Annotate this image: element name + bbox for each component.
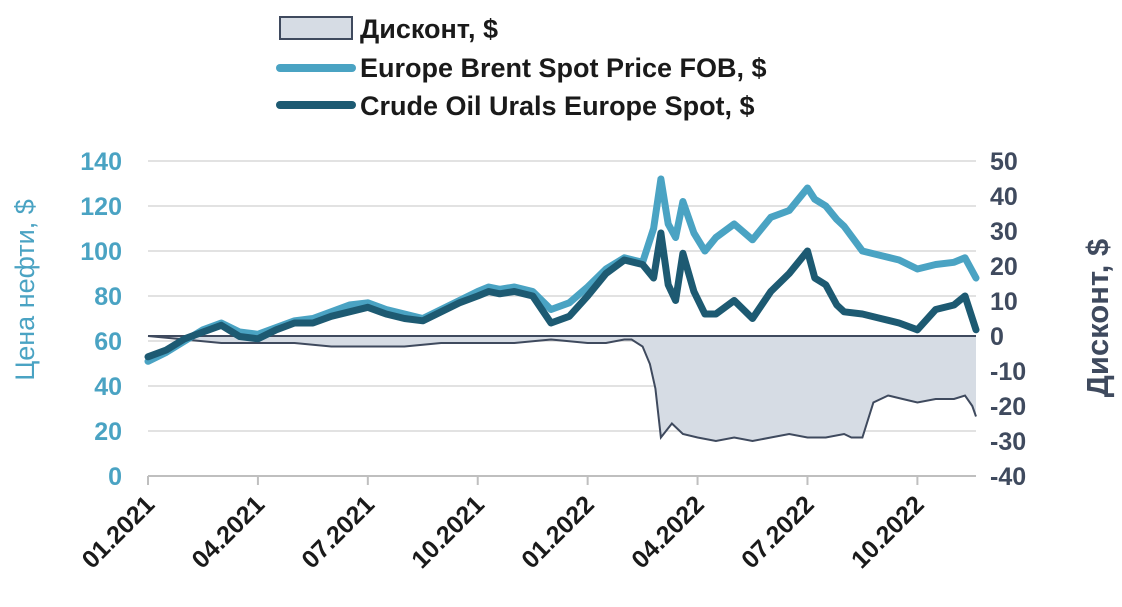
discount-line [147, 335, 977, 443]
y-left-tick-label: 60 [94, 328, 122, 356]
legend-item-discount: Дисконт, $ [279, 14, 498, 44]
x-tick-label: 07.2022 [736, 490, 820, 574]
x-tick-label: 10.2021 [406, 490, 490, 574]
y-left-tick-label: 100 [80, 238, 122, 266]
legend-swatch-discount [279, 16, 353, 40]
x-tick-label: 07.2021 [296, 490, 380, 574]
y-left-tick-label: 40 [94, 373, 122, 401]
y-axis-left-label: Цена нефти, $ [10, 199, 40, 380]
y-right-tick-label: -10 [990, 358, 1026, 386]
y-right-tick-label: 50 [990, 148, 1018, 176]
y-left-tick-label: 80 [94, 283, 122, 311]
legend-label-urals: Crude Oil Urals Europe Spot, $ [360, 91, 755, 121]
y-right-tick-label: 40 [990, 183, 1018, 211]
y-left-tick-label: 20 [94, 418, 122, 446]
y-right-tick-label: -20 [990, 393, 1026, 421]
discount-area [148, 336, 976, 441]
y-right-tick-label: -40 [990, 463, 1026, 491]
y-axis-left-ticks: 0 20 40 60 80 100 120 140 [80, 148, 122, 491]
legend: Дисконт, $ Europe Brent Spot Price FOB, … [276, 14, 767, 121]
y-left-tick-label: 140 [80, 148, 122, 176]
y-right-tick-label: 30 [990, 218, 1018, 246]
y-right-tick-label: 10 [990, 288, 1018, 316]
x-tick-label: 01.2021 [77, 490, 161, 574]
legend-item-urals: Crude Oil Urals Europe Spot, $ [276, 91, 755, 121]
y-axis-right-label: Дисконт, $ [1080, 239, 1115, 397]
legend-label-discount: Дисконт, $ [360, 14, 498, 44]
legend-label-brent: Europe Brent Spot Price FOB, $ [360, 53, 767, 83]
y-right-tick-label: 20 [990, 253, 1018, 281]
legend-item-brent: Europe Brent Spot Price FOB, $ [276, 53, 767, 83]
y-axis-right-ticks: -40 -30 -20 -10 0 10 20 30 40 50 [990, 148, 1026, 491]
x-tick-label: 04.2022 [626, 490, 710, 574]
plot-area [144, 175, 980, 443]
x-tick-label: 10.2022 [846, 490, 930, 574]
x-tick-label: 04.2021 [186, 490, 270, 574]
y-left-tick-label: 120 [80, 193, 122, 221]
y-right-tick-label: 0 [990, 323, 1004, 351]
x-tick-label: 01.2022 [516, 490, 600, 574]
y-right-tick-label: -30 [990, 428, 1026, 456]
x-axis: 01.2021 04.2021 07.2021 10.2021 01.2022 04.20… [77, 475, 976, 574]
series-urals-line [144, 229, 980, 361]
y-left-tick-label: 0 [108, 463, 122, 491]
